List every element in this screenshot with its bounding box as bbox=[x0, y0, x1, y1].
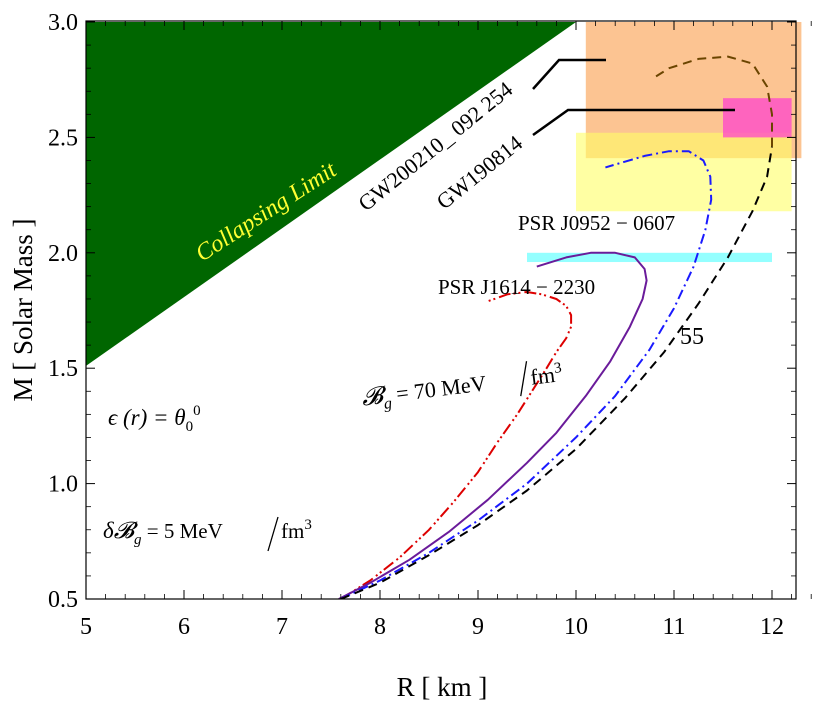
svg-text:fm3: fm3 bbox=[529, 360, 564, 390]
y-tick-label: 3.0 bbox=[48, 10, 78, 36]
bag-constant-70-label: 𝓑g = 70 MeV fm3 bbox=[360, 360, 564, 415]
plot-frame bbox=[85, 20, 797, 600]
y-tick-label: 1.5 bbox=[48, 356, 78, 382]
psr-j1614-label: PSR J1614 − 2230 bbox=[438, 275, 595, 299]
collapsing-polygon bbox=[86, 22, 576, 366]
x-tick-label: 6 bbox=[178, 614, 190, 640]
band-1 bbox=[576, 132, 792, 212]
x-axis-title: R [ km ] bbox=[397, 672, 488, 702]
collapsing-region bbox=[86, 22, 576, 366]
curve-4 bbox=[653, 55, 773, 147]
psr-j0952-label: PSR J0952 − 0607 bbox=[518, 211, 675, 235]
observational-bands bbox=[527, 22, 802, 263]
x-tick-label: 10 bbox=[564, 614, 588, 640]
y-tick-label: 0.5 bbox=[48, 587, 78, 613]
svg-text:fm3: fm3 bbox=[281, 517, 312, 543]
x-tick-label: 12 bbox=[760, 614, 784, 640]
y-tick-label: 2.5 bbox=[48, 125, 78, 151]
gw200210-leader-line bbox=[532, 58, 606, 90]
y-axis-title: M [ Solar Mass ] bbox=[8, 219, 38, 402]
mass-radius-curves bbox=[338, 55, 773, 599]
axis-ticks bbox=[85, 21, 812, 600]
band-3 bbox=[527, 252, 772, 263]
x-tick-label: 5 bbox=[80, 614, 92, 640]
epsilon-label: ϵ (r) = θ00 bbox=[108, 403, 201, 435]
svg-text:𝓑g = 70 MeV: 𝓑g = 70 MeV bbox=[360, 370, 488, 415]
svg-text:δ𝓑g = 5 MeV: δ𝓑g = 5 MeV bbox=[103, 518, 223, 548]
band-2 bbox=[723, 98, 792, 138]
curve-2 bbox=[340, 150, 713, 599]
gw190814-leader-line bbox=[532, 108, 735, 137]
x-tick-label: 7 bbox=[276, 614, 288, 640]
y-tick-label: 2.0 bbox=[48, 241, 78, 267]
y-tick-label: 1.0 bbox=[48, 472, 78, 498]
curve-55-label: 55 bbox=[680, 324, 704, 350]
x-tick-labels: 5 6 7 8 9 10 11 12 bbox=[80, 614, 784, 640]
curve-3 bbox=[340, 146, 773, 599]
x-tick-label: 8 bbox=[374, 614, 386, 640]
delta-bag-constant-label: δ𝓑g = 5 MeV fm3 bbox=[103, 516, 312, 552]
curve-1 bbox=[338, 251, 648, 599]
y-tick-labels: 0.5 1.0 1.5 2.0 2.5 3.0 bbox=[48, 10, 78, 613]
x-tick-label: 11 bbox=[662, 614, 685, 640]
curve-0 bbox=[340, 291, 573, 599]
x-tick-label: 9 bbox=[472, 614, 484, 640]
